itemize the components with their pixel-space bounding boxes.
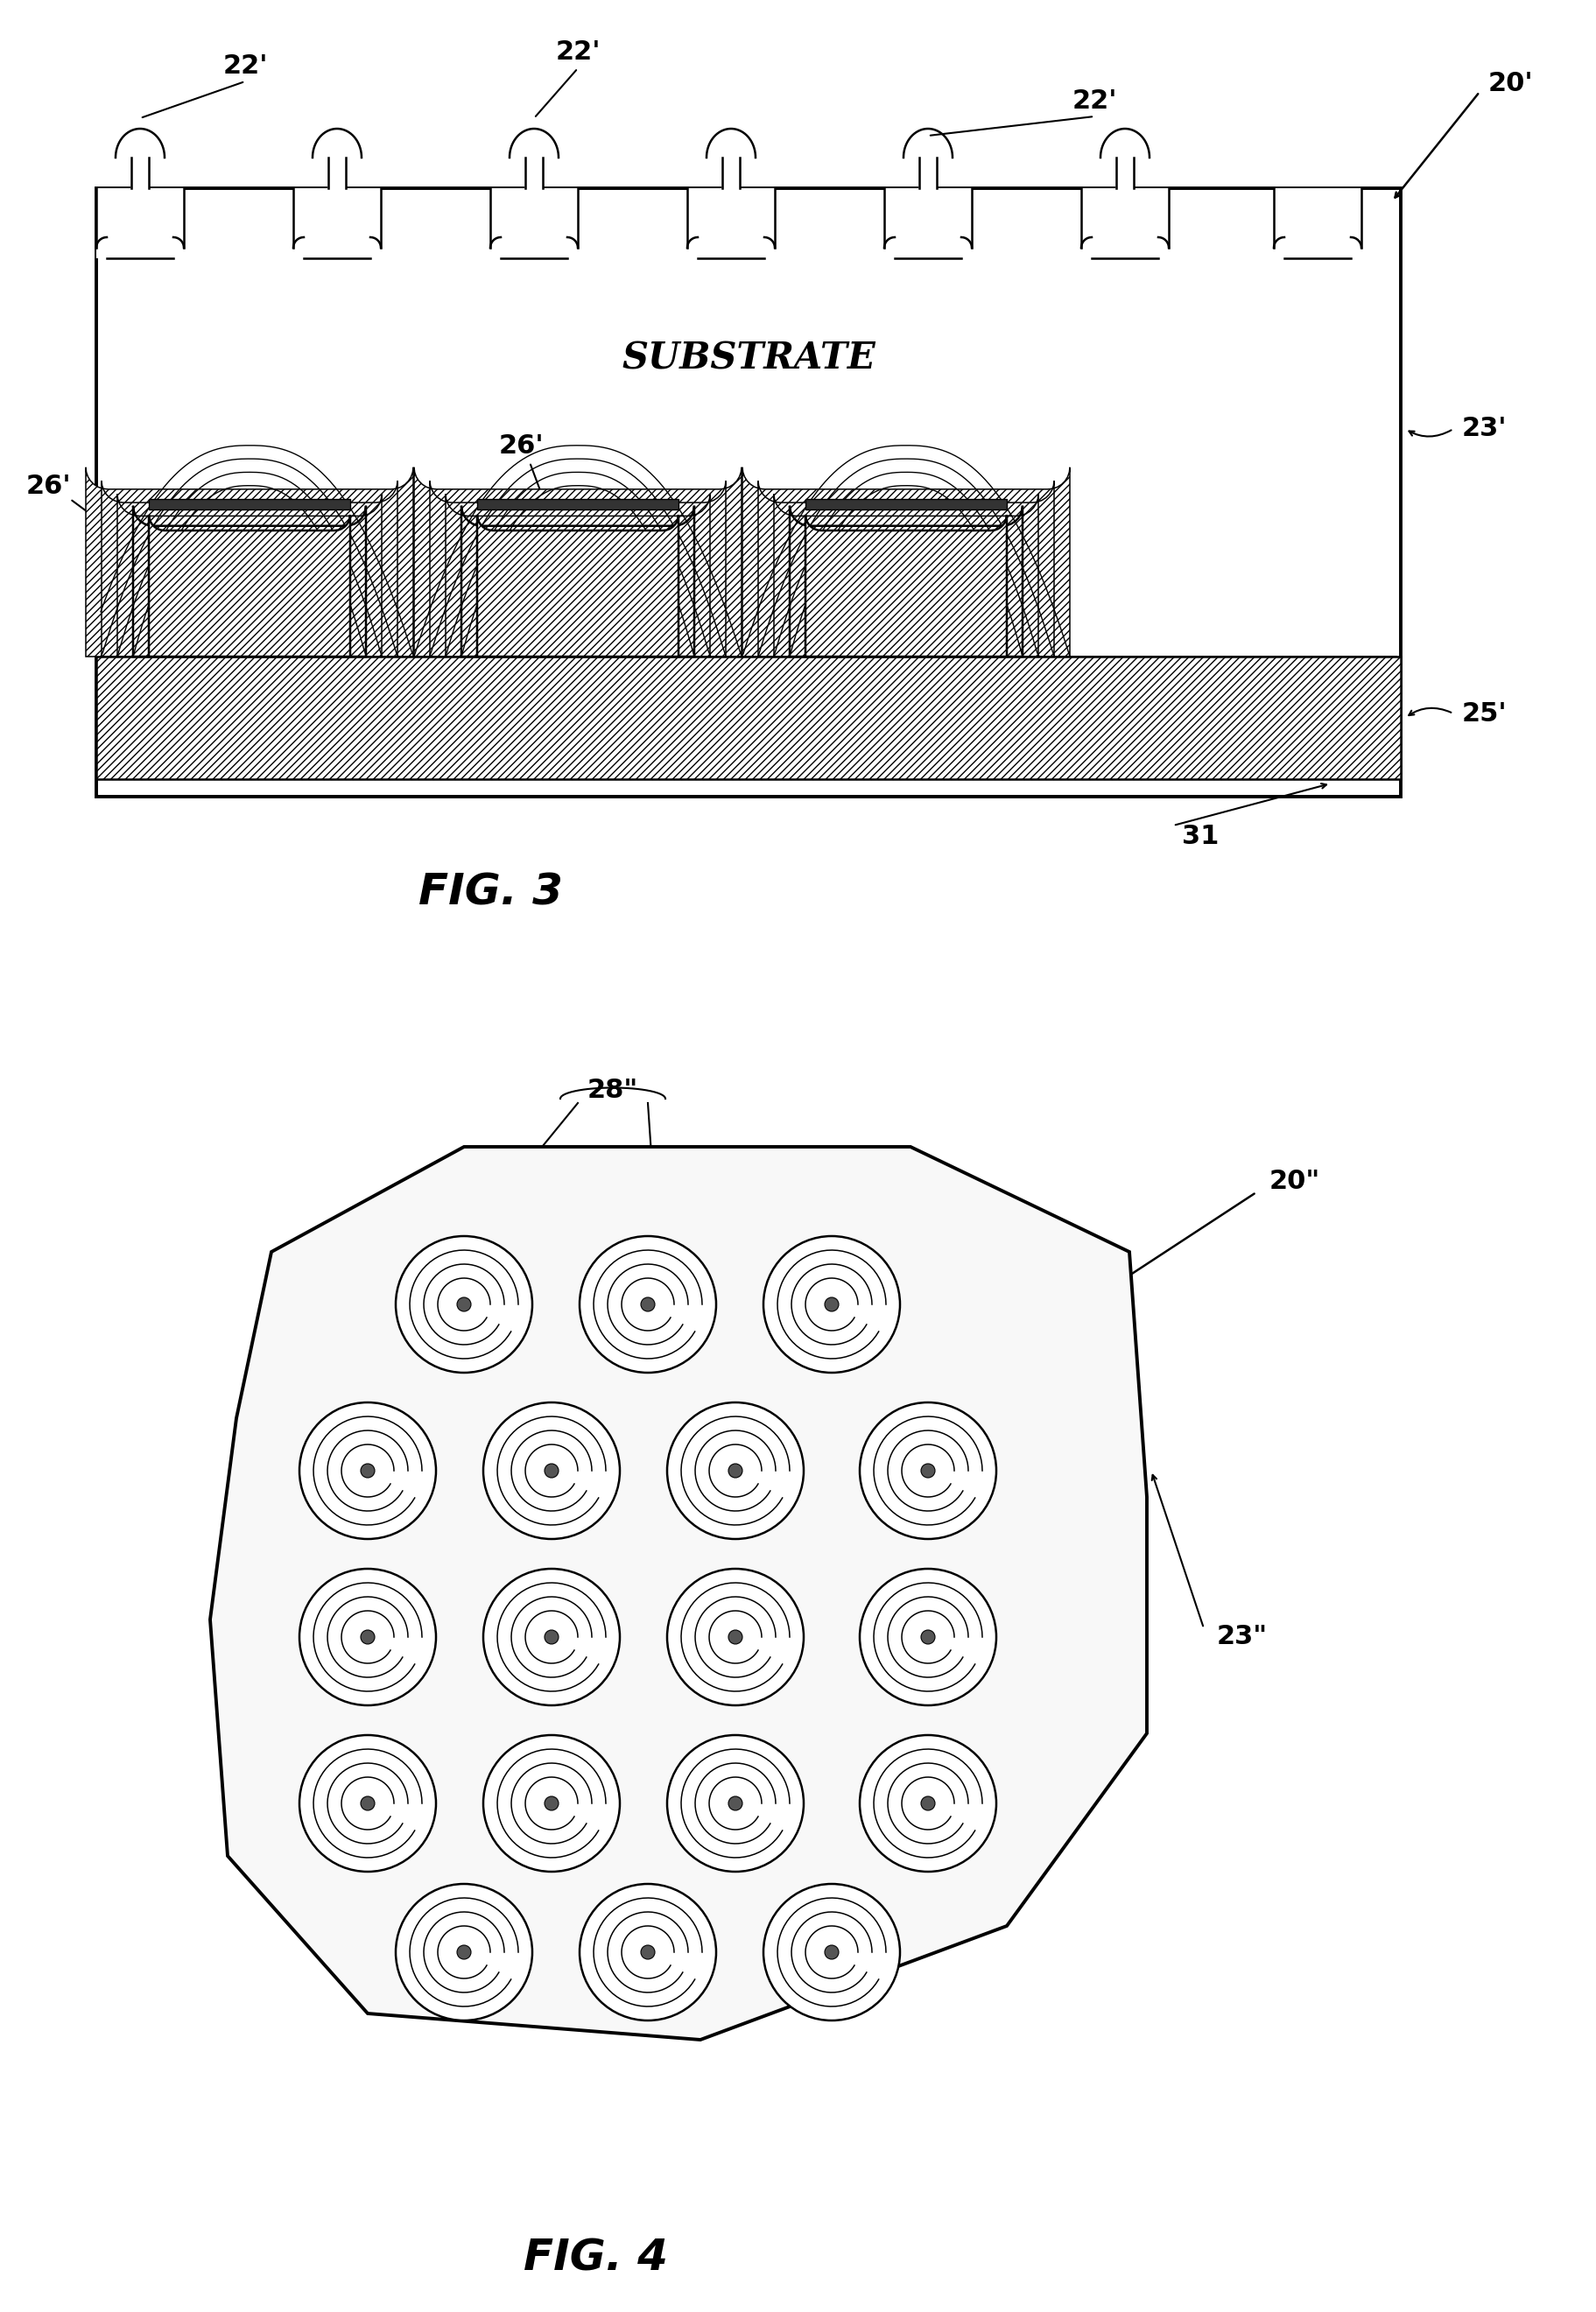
Circle shape (859, 1403, 996, 1540)
Polygon shape (742, 467, 1069, 657)
Circle shape (640, 1297, 654, 1311)
Circle shape (824, 1944, 838, 1958)
Polygon shape (96, 187, 184, 259)
Text: 22': 22' (222, 53, 268, 79)
Polygon shape (509, 129, 559, 187)
Text: 23': 23' (1462, 416, 1507, 442)
Circle shape (579, 1237, 715, 1373)
Text: 20': 20' (1487, 69, 1532, 95)
Text: FIG. 3: FIG. 3 (418, 872, 562, 913)
Circle shape (728, 1463, 742, 1477)
Text: 22': 22' (555, 39, 600, 65)
Text: 28": 28" (587, 1077, 638, 1103)
Text: FIG. 4: FIG. 4 (523, 2238, 667, 2280)
Text: 22': 22' (1071, 88, 1116, 113)
Text: SUBSTRATE: SUBSTRATE (621, 340, 875, 377)
Circle shape (484, 1403, 619, 1540)
Bar (96, 187, 1400, 798)
Bar (148, 499, 350, 509)
Text: 26': 26' (26, 474, 70, 499)
Circle shape (456, 1297, 471, 1311)
Circle shape (824, 1297, 838, 1311)
Polygon shape (313, 129, 361, 187)
Circle shape (298, 1734, 436, 1873)
Polygon shape (804, 516, 1005, 657)
Circle shape (361, 1630, 375, 1644)
Circle shape (579, 1884, 715, 2021)
Circle shape (728, 1796, 742, 1810)
Circle shape (396, 1884, 531, 2021)
Polygon shape (884, 187, 972, 259)
Circle shape (361, 1796, 375, 1810)
Polygon shape (96, 657, 1400, 779)
Circle shape (667, 1734, 803, 1873)
Circle shape (544, 1630, 559, 1644)
Circle shape (763, 1237, 900, 1373)
Circle shape (396, 1237, 531, 1373)
Polygon shape (211, 1147, 1146, 2039)
Polygon shape (413, 467, 741, 657)
Text: 20": 20" (1269, 1170, 1320, 1195)
Text: 29': 29' (1010, 509, 1057, 534)
Polygon shape (86, 467, 413, 657)
Circle shape (640, 1944, 654, 1958)
Circle shape (859, 1734, 996, 1873)
Polygon shape (477, 516, 678, 657)
Polygon shape (490, 187, 578, 259)
Circle shape (921, 1630, 935, 1644)
Polygon shape (115, 129, 164, 187)
Circle shape (728, 1630, 742, 1644)
Text: 31: 31 (1181, 823, 1218, 849)
Circle shape (484, 1570, 619, 1706)
Text: 23": 23" (1216, 1625, 1267, 1651)
Circle shape (298, 1403, 436, 1540)
Bar (804, 499, 1005, 509)
Circle shape (859, 1570, 996, 1706)
Bar (477, 499, 678, 509)
Circle shape (667, 1403, 803, 1540)
Polygon shape (148, 516, 350, 657)
Circle shape (456, 1944, 471, 1958)
Circle shape (544, 1796, 559, 1810)
Polygon shape (1274, 187, 1361, 259)
Polygon shape (294, 187, 380, 259)
Circle shape (921, 1796, 935, 1810)
Text: 25': 25' (1462, 701, 1507, 726)
Polygon shape (1100, 129, 1149, 187)
Text: 26': 26' (498, 435, 543, 460)
Circle shape (484, 1734, 619, 1873)
Circle shape (763, 1884, 900, 2021)
Circle shape (298, 1570, 436, 1706)
Polygon shape (903, 129, 951, 187)
Polygon shape (686, 187, 774, 259)
Polygon shape (1080, 187, 1168, 259)
Circle shape (361, 1463, 375, 1477)
Circle shape (544, 1463, 559, 1477)
Circle shape (921, 1463, 935, 1477)
Circle shape (667, 1570, 803, 1706)
Polygon shape (705, 129, 755, 187)
